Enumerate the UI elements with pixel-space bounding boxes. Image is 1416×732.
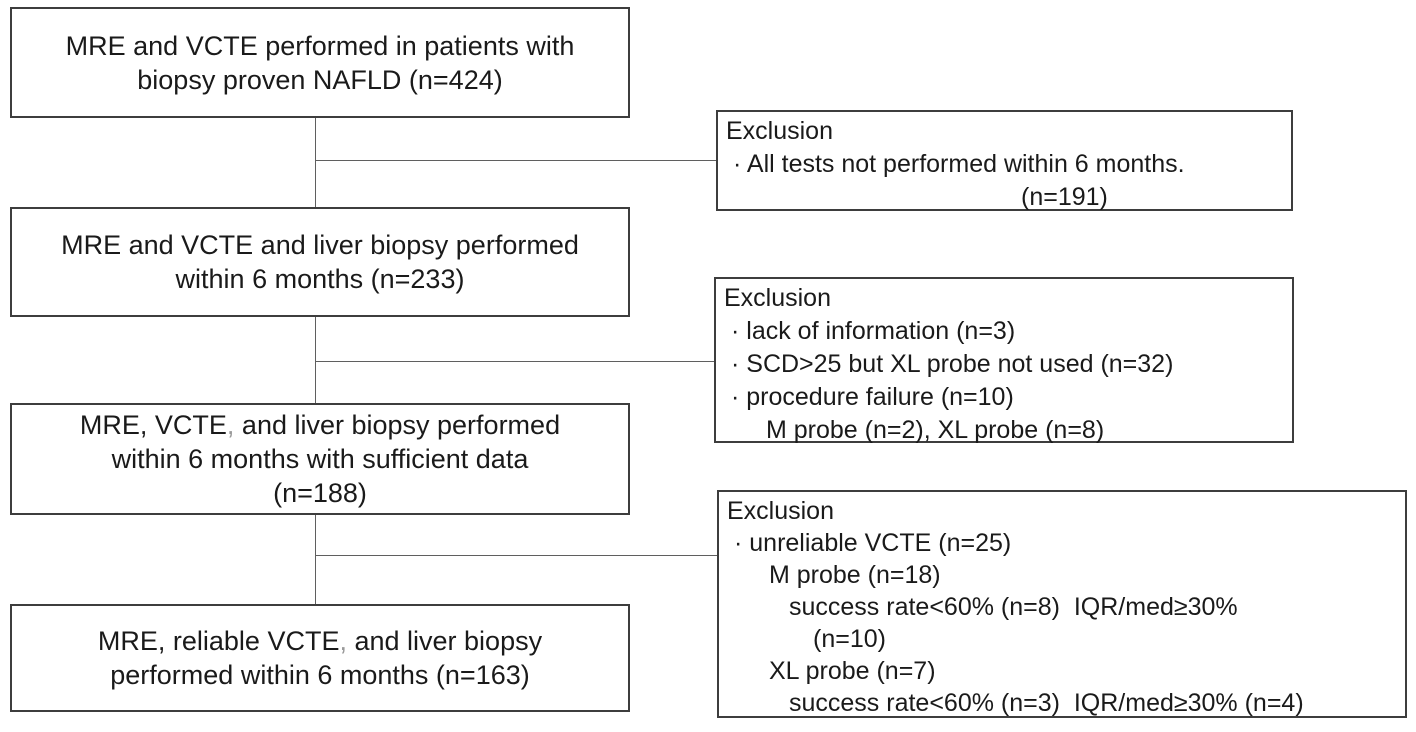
text-segment: MRE, reliable VCTE: [97, 626, 340, 656]
exclusion-item-detail: XL probe (n=7): [769, 657, 936, 685]
connector-vertical-1: [315, 118, 316, 207]
flow-box-text-line: performed within 6 months (n=163): [110, 660, 530, 690]
text-segment: and liver biopsy performed: [234, 410, 561, 440]
exclusion-item: · lack of information (n=3): [731, 317, 1016, 345]
exclusion-title: Exclusion: [727, 497, 834, 525]
exclusion-item-detail: success rate<60% (n=3) IQR/med≥30% (n=4): [789, 689, 1304, 717]
exclusion-item-detail: success rate<60% (n=8) IQR/med≥30%: [789, 593, 1238, 621]
exclusion-box-3: Exclusion · unreliable VCTE (n=25) M pro…: [717, 490, 1407, 718]
exclusion-item-detail: (n=10): [813, 625, 886, 653]
text-segment: and liver biopsy: [346, 626, 543, 656]
exclusion-item-detail: M probe (n=2), XL probe (n=8): [766, 416, 1105, 444]
text-segment: MRE, VCTE: [79, 410, 227, 440]
exclusion-box-2: Exclusion · lack of information (n=3) · …: [714, 277, 1294, 444]
connector-vertical-3: [315, 515, 316, 604]
flow-box-within-6-months: MRE and VCTE and liver biopsy performed …: [10, 207, 630, 317]
flow-box-text-line: MRE and VCTE and liver biopsy performed: [61, 230, 579, 260]
exclusion-item: · All tests not performed within 6 month…: [733, 150, 1185, 178]
flow-box-final-cohort: MRE, reliable VCTE, and liver biopsy per…: [10, 604, 630, 712]
flow-box-text-line: MRE, VCTE, and liver biopsy performed: [80, 408, 560, 442]
flow-box-text-line: (n=188): [273, 478, 367, 508]
exclusion-box-1: Exclusion · All tests not performed with…: [716, 110, 1293, 211]
exclusion-item-detail: M probe (n=18): [769, 561, 941, 589]
connector-branch-2: [316, 361, 714, 362]
flow-box-sufficient-data: MRE, VCTE, and liver biopsy performed wi…: [10, 403, 630, 515]
flow-box-text-line: MRE, reliable VCTE, and liver biopsy: [98, 624, 542, 658]
exclusion-title: Exclusion: [726, 117, 833, 145]
flow-box-initial-cohort: MRE and VCTE performed in patients with …: [10, 7, 630, 118]
muted-comma: ,: [226, 410, 235, 440]
flow-box-text-line: biopsy proven NAFLD (n=424): [137, 64, 503, 95]
exclusion-item: · unreliable VCTE (n=25): [734, 529, 1012, 557]
exclusion-item-count: (n=191): [1021, 183, 1108, 211]
connector-branch-3: [316, 555, 717, 556]
flow-box-text-line: within 6 months (n=233): [175, 264, 465, 294]
exclusion-item: · SCD>25 but XL probe not used (n=32): [731, 350, 1174, 378]
flow-box-text-line: within 6 months with sufficient data: [111, 444, 529, 474]
exclusion-item: · procedure failure (n=10): [731, 383, 1014, 411]
connector-vertical-2: [315, 317, 316, 403]
connector-branch-1: [316, 160, 716, 161]
muted-comma: ,: [339, 626, 347, 656]
flow-box-text-line: MRE and VCTE performed in patients with: [65, 30, 575, 61]
exclusion-title: Exclusion: [724, 284, 831, 312]
